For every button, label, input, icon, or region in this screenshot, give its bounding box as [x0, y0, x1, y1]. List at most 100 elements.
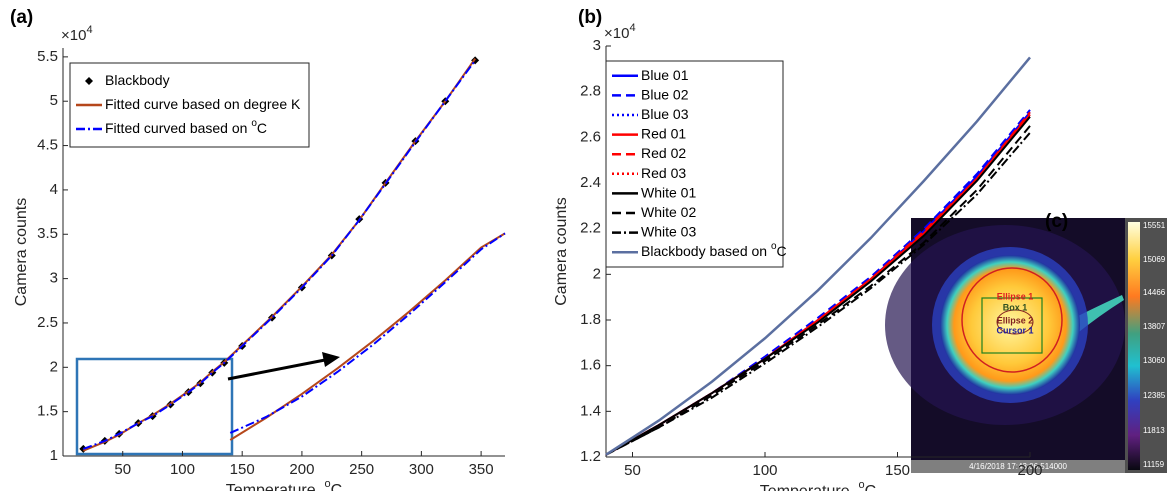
x-tick-label: 250	[349, 461, 374, 478]
legend-box	[69, 62, 310, 148]
y-tick-label: 4.5	[37, 137, 58, 154]
y-tick-label: 2	[593, 265, 601, 282]
y-tick-label: 5	[50, 92, 58, 109]
legend-label: Blue 03	[641, 106, 689, 122]
zoom-box	[75, 357, 234, 456]
legend-name: Blackbody	[105, 72, 170, 88]
legend-label: Blue 02	[641, 86, 689, 102]
y-tick-label: 1.6	[580, 357, 601, 374]
colorbar-label: 11159	[1143, 460, 1165, 469]
y-tick-label: 1	[50, 447, 58, 464]
x-tick-label: 300	[409, 461, 434, 478]
x-axis-label: Temperature, oC	[760, 479, 876, 491]
axis-multiplier: ×104	[604, 22, 636, 42]
y-tick-label: 2	[50, 358, 58, 375]
panel-label: (c)	[1045, 211, 1068, 232]
zoom-arrowhead	[322, 352, 340, 367]
panel-label: (b)	[578, 7, 602, 28]
legend-label: Blue 01	[641, 67, 689, 83]
x-label-sup: o	[859, 479, 865, 491]
overlay-label: Box 1	[1003, 302, 1028, 312]
legend-label: Blackbody	[105, 72, 170, 88]
colorbar-label: 12385	[1143, 391, 1166, 400]
y-tick-label: 2.6	[580, 128, 601, 145]
data-line	[605, 109, 1031, 456]
legend-name: Fitted curve based on degree K	[105, 96, 301, 112]
y-tick-label: 2.5	[37, 314, 58, 331]
colorbar-label: 15069	[1143, 255, 1166, 264]
data-line	[605, 111, 1031, 456]
multiplier-base: ×10	[604, 25, 629, 42]
overlay-label: Ellipse 1	[997, 291, 1034, 301]
x-label-text: Temperature,	[760, 483, 859, 491]
legend-name: White 02	[641, 204, 696, 220]
legend: Blackbody Fitted curve based on degree K F…	[69, 62, 310, 148]
multiplier-exponent: 4	[629, 22, 635, 34]
legend-name: Blackbody based on	[641, 243, 771, 259]
legend-label: Red 03	[641, 165, 686, 181]
y-tick-label: 2.8	[580, 83, 601, 100]
x-label-sup: o	[325, 478, 331, 490]
legend-name: White 01	[641, 184, 696, 200]
legend-sup: o	[771, 241, 777, 252]
legend-swatch	[85, 77, 93, 85]
y-tick-label: 1.2	[580, 448, 601, 465]
legend-label: Fitted curved based on oC	[105, 118, 267, 136]
legend: Blue 01 Blue 02 Blue 03 Red 01 Red 02 Red 03 W…	[605, 60, 787, 268]
y-tick-label: 5.5	[37, 48, 58, 65]
legend-label: White 03	[641, 223, 696, 239]
y-tick-label: 4	[50, 181, 58, 198]
y-tick-label: 3	[593, 37, 601, 54]
legend-label: Red 02	[641, 145, 686, 161]
data-line	[229, 232, 506, 434]
x-label-unit: C	[865, 483, 877, 491]
x-tick-label: 150	[885, 462, 910, 479]
x-axis-label: Temperature, oC	[226, 478, 342, 491]
x-tick-label: 50	[114, 461, 131, 478]
legend-name: Red 03	[641, 165, 686, 181]
colorbar-label: 11813	[1143, 426, 1165, 435]
data-line	[605, 116, 1031, 456]
ellipse-1	[961, 267, 1063, 373]
box-1	[981, 297, 1043, 354]
y-tick-label: 1.8	[580, 311, 601, 328]
thermal-image: Ellipse 1 Box 1 Ellipse 2 Cursor 1 4/16/…	[885, 218, 1167, 473]
ellipse-2	[996, 309, 1034, 335]
legend-suffix: C	[257, 120, 267, 136]
legend-label: Red 01	[641, 125, 686, 141]
y-tick-label: 3	[50, 270, 58, 287]
legend-label: White 01	[641, 184, 696, 200]
legend-name: Blue 01	[641, 67, 689, 83]
multiplier-base: ×10	[61, 27, 86, 44]
y-tick-label: 1.4	[580, 402, 601, 419]
y-axis-label: Camera counts	[13, 198, 30, 307]
legend-name: White 03	[641, 223, 696, 239]
legend-name: Blue 02	[641, 86, 689, 102]
legend-name: Red 02	[641, 145, 686, 161]
y-tick-label: 1.5	[37, 403, 58, 420]
x-tick-label: 150	[230, 461, 255, 478]
x-tick-label: 50	[624, 462, 641, 479]
axis-multiplier: ×104	[61, 24, 93, 44]
colorbar	[1128, 222, 1140, 470]
x-label-unit: C	[331, 482, 343, 491]
y-tick-label: 2.4	[580, 174, 601, 191]
y-axis-label: Camera counts	[553, 197, 570, 306]
data-line	[82, 59, 476, 450]
x-label-text: Temperature,	[226, 482, 325, 491]
y-tick-label: 3.5	[37, 225, 58, 242]
data-line	[605, 56, 1031, 456]
colorbar-label: 14466	[1143, 288, 1166, 297]
legend-name: Red 01	[641, 125, 686, 141]
legend-label: Blackbody based on oC	[641, 241, 787, 259]
legend-label: White 02	[641, 204, 696, 220]
y-tick-label: 2.2	[580, 220, 601, 237]
x-tick-label: 350	[469, 461, 494, 478]
data-line	[605, 132, 1031, 456]
overlay-label: Cursor 1	[996, 325, 1033, 335]
colorbar-label: 13060	[1143, 356, 1166, 365]
colorbar-label: 15551	[1143, 221, 1166, 230]
legend-sup: o	[251, 118, 257, 129]
x-tick-label: 200	[289, 461, 314, 478]
